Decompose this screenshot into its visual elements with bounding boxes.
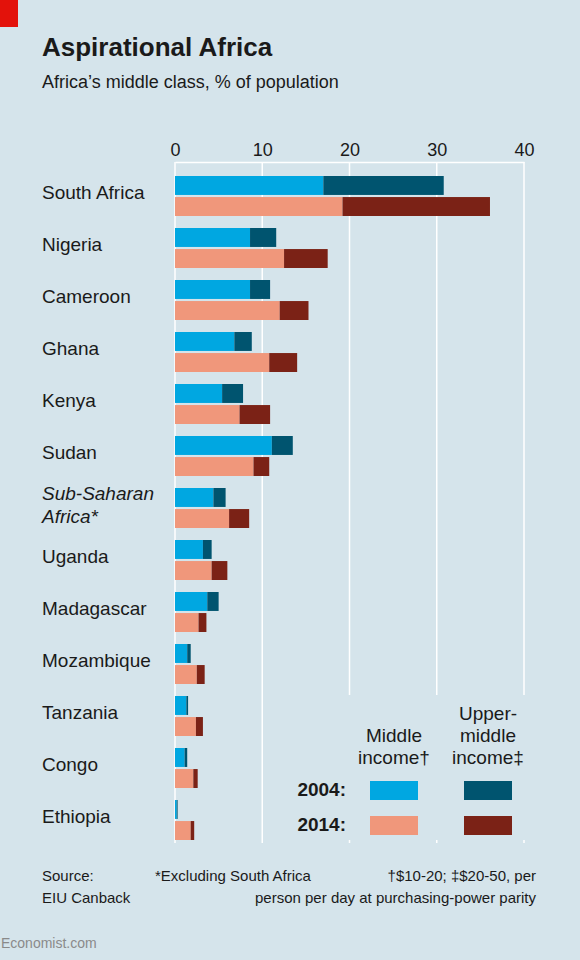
tick: 10 <box>253 140 273 162</box>
footer: Source: EIU Canback *Excluding South Afric… <box>42 867 536 906</box>
bar <box>343 197 490 216</box>
bar <box>175 197 343 216</box>
title: Aspirational Africa <box>42 32 273 62</box>
bar <box>175 249 284 268</box>
bar <box>234 332 251 351</box>
legend-swatch <box>370 781 418 800</box>
bar <box>175 644 187 663</box>
category-label: Sudan <box>42 442 97 463</box>
bar <box>175 384 222 403</box>
category-label: Sub-SaharanAfrica* <box>41 483 154 527</box>
tick: 30 <box>427 140 447 162</box>
brand: Economist.com <box>1 935 97 951</box>
bar <box>175 696 186 715</box>
tick-label: 30 <box>427 140 447 160</box>
category-label: Uganda <box>42 546 109 567</box>
bar <box>197 665 205 684</box>
bar <box>175 488 213 507</box>
tick-label: 40 <box>514 140 534 160</box>
bar <box>175 592 207 611</box>
bar <box>272 436 293 455</box>
brand-mark <box>0 0 18 27</box>
tick-label: 20 <box>340 140 360 160</box>
category-label: Ethiopia <box>42 806 111 827</box>
bar <box>187 644 190 663</box>
bar <box>176 800 178 819</box>
tick: 0 <box>170 140 180 162</box>
legend: Middleincome† Upper-middleincome‡ 2004: 201… <box>297 695 560 840</box>
legend-header: Middleincome† <box>358 725 430 768</box>
bar <box>175 353 269 372</box>
tick-label: 10 <box>253 140 273 160</box>
bar <box>193 769 197 788</box>
bar <box>175 717 196 736</box>
category-label: Mozambique <box>42 650 151 671</box>
category-label: South Africa <box>42 182 145 203</box>
legend-label: 2014: <box>297 814 346 835</box>
category-label: Cameroon <box>42 286 131 307</box>
source: Source: <box>42 867 94 884</box>
bar <box>284 249 328 268</box>
bar <box>212 561 228 580</box>
bar <box>207 592 218 611</box>
footnote: person per day at purchasing-power parit… <box>255 889 536 906</box>
bar <box>240 405 271 424</box>
bar <box>191 821 194 840</box>
bar <box>203 540 212 559</box>
bar <box>222 384 243 403</box>
bar <box>175 665 197 684</box>
bar <box>323 176 443 195</box>
category-labels: South Africa Nigeria Cameroon Ghana Kenya Sud… <box>41 182 154 827</box>
bar <box>175 613 199 632</box>
bar <box>175 509 229 528</box>
category-label: Congo <box>42 754 98 775</box>
legend-swatch <box>370 816 418 835</box>
bar <box>175 332 234 351</box>
category-label: Madagascar <box>42 598 147 619</box>
bar <box>175 405 240 424</box>
category-label: Kenya <box>42 390 96 411</box>
bar <box>175 457 254 476</box>
legend-header: Upper-middleincome‡ <box>452 703 524 768</box>
bar <box>196 717 203 736</box>
bar <box>186 696 188 715</box>
bar <box>254 457 270 476</box>
tick-label: 0 <box>170 140 180 160</box>
category-label: Nigeria <box>42 234 103 255</box>
bar <box>175 176 323 195</box>
legend-label: 2004: <box>297 779 346 800</box>
legend-swatch <box>464 816 512 835</box>
bar <box>175 821 191 840</box>
subtitle: Africa’s middle class, % of population <box>42 72 339 92</box>
bar <box>175 769 193 788</box>
legend-swatch <box>464 781 512 800</box>
footnote: *Excluding South Africa <box>155 867 312 884</box>
footnote: †$10-20; ‡$20-50, per <box>388 867 536 884</box>
bar <box>175 228 250 247</box>
bar <box>175 301 280 320</box>
bar <box>250 280 270 299</box>
bar <box>185 748 188 767</box>
bar <box>175 436 272 455</box>
tick: 40 <box>514 140 534 162</box>
bar <box>175 748 185 767</box>
bar <box>269 353 297 372</box>
x-axis: 0 10 20 30 40 <box>170 140 534 163</box>
bar <box>175 800 177 819</box>
chart: Aspirational Africa Africa’s middle class… <box>0 0 580 960</box>
bar <box>250 228 276 247</box>
bar <box>213 488 225 507</box>
bar <box>175 280 250 299</box>
axis-line <box>176 162 525 164</box>
bar <box>280 301 309 320</box>
background <box>0 0 580 960</box>
category-label: Tanzania <box>42 702 118 723</box>
bar <box>199 613 207 632</box>
source: EIU Canback <box>42 889 131 906</box>
bar <box>175 540 203 559</box>
category-label: Ghana <box>42 338 99 359</box>
bar <box>229 509 249 528</box>
bar <box>175 561 212 580</box>
tick: 20 <box>340 140 360 162</box>
